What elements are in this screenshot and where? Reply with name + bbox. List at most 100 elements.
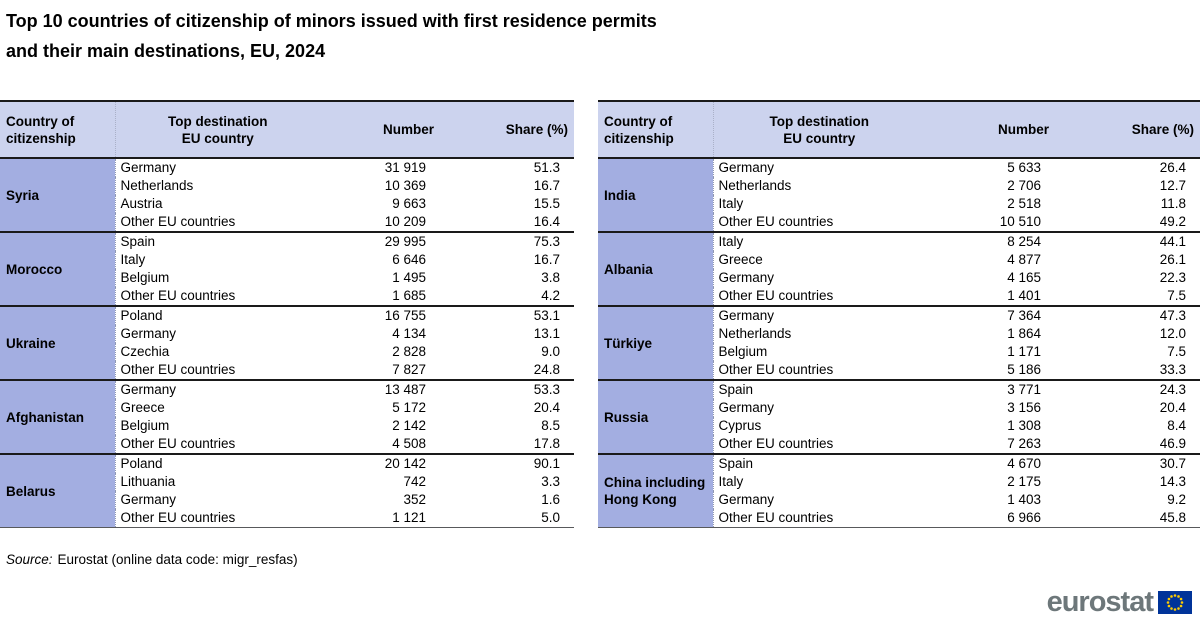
- number-cell: 5 172: [392, 400, 426, 415]
- number-cell: 3 771: [925, 379, 1053, 399]
- column-header-destination: Top destination EU country: [712, 101, 925, 159]
- destination-cell: Belgium: [120, 270, 170, 285]
- citizenship-cell: Russia: [598, 379, 714, 454]
- citizenship-cell: India: [598, 158, 714, 232]
- destination-cell: Spain: [115, 231, 320, 251]
- share-cell: 90.1: [438, 453, 574, 473]
- destination-cell: Other EU countries: [718, 510, 834, 525]
- destination-cell: Greece: [718, 252, 763, 267]
- destination-cell: Other EU countries: [120, 436, 236, 451]
- table-row: Belgium 1 171 7.5: [598, 343, 1200, 361]
- destination-cell: Poland: [115, 453, 320, 473]
- table-row: Germany 1 403 9.2: [598, 491, 1200, 509]
- share-cell: 14.3: [1159, 474, 1186, 489]
- share-cell: 8.4: [1167, 418, 1186, 433]
- number-cell: 352: [403, 492, 426, 507]
- citizenship-table-right: Country of citizenship Top destination EU c…: [598, 100, 1200, 528]
- number-cell: 7 827: [392, 362, 426, 377]
- table-row: Türkiye Germany 7 364 47.3: [598, 305, 1200, 380]
- table-row: Albania Italy 8 254 44.1: [598, 231, 1200, 306]
- table-row: Russia Spain 3 771 24.3: [598, 379, 1200, 454]
- number-cell: 2 142: [392, 418, 426, 433]
- destination-cell: Other EU countries: [718, 288, 834, 303]
- number-cell: 2 175: [1007, 474, 1041, 489]
- citizenship-cell: Ukraine: [0, 305, 116, 380]
- table-row: Czechia 2 828 9.0: [0, 343, 574, 361]
- destination-cell: Italy: [713, 231, 925, 251]
- share-cell: 46.9: [1159, 436, 1186, 451]
- destination-cell: Austria: [120, 196, 163, 211]
- source-note: Source: Eurostat (online data code: migr_…: [6, 552, 298, 567]
- table-row: Other EU countries 4 508 17.8: [0, 435, 574, 454]
- destination-cell: Czechia: [120, 344, 170, 359]
- table-row: Austria 9 663 15.5: [0, 195, 574, 213]
- destination-cell: Lithuania: [120, 474, 176, 489]
- destination-cell: Germany: [120, 492, 177, 507]
- header-row: Country of citizenship Top destination EU c…: [598, 101, 1200, 159]
- destination-cell: Greece: [120, 400, 165, 415]
- share-cell: 20.4: [1159, 400, 1186, 415]
- number-cell: 1 171: [1007, 344, 1041, 359]
- share-cell: 17.8: [533, 436, 560, 451]
- destination-cell: Cyprus: [718, 418, 762, 433]
- table-row: Other EU countries 5 186 33.3: [598, 361, 1200, 380]
- table-row: Germany 4 134 13.1: [0, 325, 574, 343]
- table-row: Belgium 1 495 3.8: [0, 269, 574, 287]
- share-cell: 22.3: [1159, 270, 1186, 285]
- table-row: India Germany 5 633 26.4: [598, 158, 1200, 232]
- number-cell: 10 369: [384, 178, 426, 193]
- table-row: Other EU countries 10 510 49.2: [598, 213, 1200, 232]
- citizenship-cell: Belarus: [0, 453, 116, 528]
- destination-cell: Netherlands: [120, 178, 194, 193]
- column-header-share: Share (%): [1053, 101, 1200, 159]
- number-cell: 10 209: [384, 214, 426, 229]
- title-line-1: Top 10 countries of citizenship of minor…: [6, 11, 657, 31]
- table-row: Other EU countries 6 966 45.8: [598, 509, 1200, 528]
- share-cell: 13.1: [533, 326, 560, 341]
- destination-cell: Germany: [120, 160, 177, 175]
- destination-cell: Other EU countries: [718, 436, 834, 451]
- number-cell: 5 633: [1007, 160, 1041, 175]
- share-cell: 24.3: [1053, 379, 1200, 399]
- number-cell: 3 156: [1007, 400, 1041, 415]
- citizenship-cell: Afghanistan: [0, 379, 116, 454]
- number-cell: 4 165: [1007, 270, 1041, 285]
- citizenship-cell: China including Hong Kong: [598, 453, 714, 528]
- table-row: Italy 2 175 14.3: [598, 473, 1200, 491]
- number-cell: 2 706: [1007, 178, 1041, 193]
- share-cell: 11.8: [1160, 196, 1186, 211]
- number-cell: 1 121: [392, 510, 426, 525]
- table-row: Morocco Spain 29 995 75.3: [0, 231, 574, 306]
- number-cell: 1 864: [1007, 326, 1041, 341]
- number-cell: 5 186: [1007, 362, 1041, 377]
- header-row: Country of citizenship Top destination EU c…: [0, 101, 574, 159]
- number-cell: 7 263: [1007, 436, 1041, 451]
- share-cell: 16.7: [533, 252, 560, 267]
- table-row: Syria Germany 31 919 51.3: [0, 158, 574, 232]
- number-cell: 6 966: [1007, 510, 1041, 525]
- destination-cell: Other EU countries: [718, 214, 834, 229]
- share-cell: 45.8: [1159, 510, 1186, 525]
- share-cell: 53.1: [438, 305, 574, 325]
- destination-cell: Italy: [718, 196, 744, 211]
- number-cell: 2 828: [392, 344, 426, 359]
- share-cell: 3.3: [541, 474, 560, 489]
- table-row: Ukraine Poland 16 755 53.1: [0, 305, 574, 380]
- number-cell: 10 510: [999, 214, 1041, 229]
- table-row: Lithuania 742 3.3: [0, 473, 574, 491]
- source-label: Source:: [6, 552, 53, 567]
- eurostat-logo: eurostat: [1047, 586, 1192, 618]
- column-header-share: Share (%): [438, 101, 574, 159]
- table-row: Afghanistan Germany 13 487 53.3: [0, 379, 574, 454]
- share-cell: 15.5: [533, 196, 560, 211]
- table-row: China including Hong Kong Spain 4 670 30.7: [598, 453, 1200, 528]
- share-cell: 26.1: [1159, 252, 1186, 267]
- destination-cell: Netherlands: [718, 326, 792, 341]
- share-cell: 49.2: [1159, 214, 1186, 229]
- share-cell: 7.5: [1167, 288, 1186, 303]
- share-cell: 8.5: [541, 418, 560, 433]
- column-header-citizenship: Country of citizenship: [598, 101, 713, 159]
- share-cell: 9.0: [541, 344, 560, 359]
- table-row: Italy 2 518 11.8: [598, 195, 1200, 213]
